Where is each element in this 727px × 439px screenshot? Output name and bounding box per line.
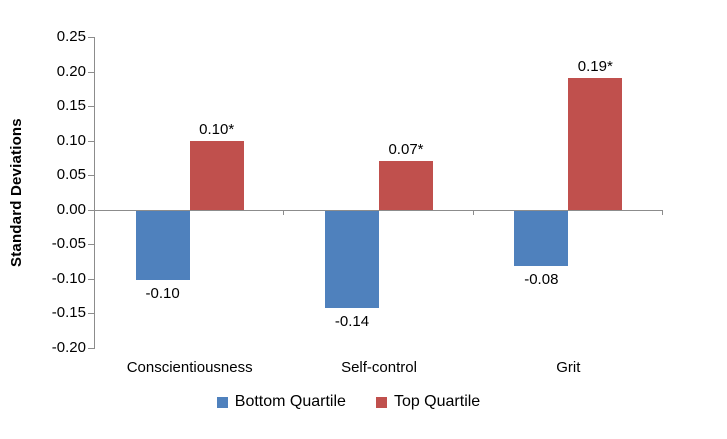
- bar-value-label: 0.19*: [577, 58, 613, 76]
- y-tick-mark: [88, 140, 94, 142]
- legend: Bottom Quartile Top Quartile: [0, 393, 697, 411]
- legend-label-top-quartile: Top Quartile: [393, 393, 481, 410]
- y-tick-label: 0.15: [56, 97, 86, 115]
- bar-top-quartile-self-control: [379, 161, 433, 210]
- bar-top-quartile-grit: [568, 78, 623, 210]
- y-tick-label: -0.05: [51, 235, 86, 253]
- y-tick-mark: [88, 71, 94, 73]
- x-tick-mark: [662, 210, 663, 215]
- y-tick-mark: [88, 313, 94, 315]
- bar-value-label: 0.07*: [388, 141, 424, 159]
- y-tick-label: 0.10: [56, 131, 86, 149]
- bar-value-label: -0.10: [145, 284, 180, 302]
- x-tick-mark: [472, 210, 474, 215]
- x-tick-mark: [283, 210, 285, 215]
- y-tick-mark: [88, 244, 94, 246]
- y-axis-title: Standard Deviations: [8, 118, 25, 267]
- legend-swatch-top-quartile: [375, 396, 387, 408]
- x-category-label-conscientiousness: Conscientiousness: [126, 359, 253, 376]
- legend-item-bottom-quartile: Bottom Quartile: [216, 393, 346, 411]
- y-tick-mark: [88, 209, 94, 211]
- x-category-label-self-control: Self-control: [341, 359, 417, 376]
- y-tick-label: 0.25: [56, 28, 86, 45]
- bar-value-label: -0.14: [334, 312, 370, 330]
- y-tick-mark: [88, 106, 94, 108]
- y-tick-mark: [88, 37, 94, 38]
- legend-swatch-bottom-quartile: [216, 396, 228, 408]
- y-tick-mark: [88, 348, 94, 349]
- y-axis-line: [94, 37, 95, 349]
- y-tick-label: -0.20: [51, 339, 86, 356]
- bar-value-label: 0.10*: [199, 120, 235, 138]
- y-tick-label: 0.05: [56, 166, 86, 184]
- bar-bottom-quartile-conscientiousness: [135, 210, 190, 280]
- bar-value-label: -0.08: [524, 271, 559, 289]
- legend-item-top-quartile: Top Quartile: [375, 393, 481, 411]
- y-tick-mark: [88, 278, 94, 280]
- bar-bottom-quartile-grit: [514, 210, 569, 267]
- y-tick-mark: [88, 175, 94, 177]
- y-tick-label: 0.00: [56, 200, 86, 218]
- legend-label-bottom-quartile: Bottom Quartile: [234, 393, 346, 410]
- y-tick-label: 0.20: [56, 62, 86, 80]
- x-axis-line: [95, 209, 663, 211]
- y-tick-label: -0.15: [51, 304, 86, 322]
- bar-bottom-quartile-self-control: [325, 210, 379, 308]
- y-tick-label: -0.10: [51, 269, 86, 287]
- bar-top-quartile-conscientiousness: [189, 140, 244, 210]
- x-category-label-grit: Grit: [556, 359, 581, 376]
